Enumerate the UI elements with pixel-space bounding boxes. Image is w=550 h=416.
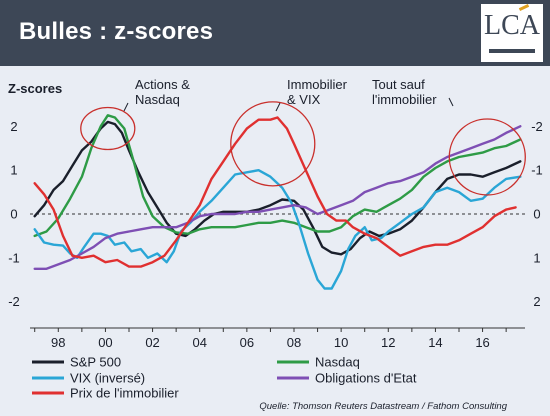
y-axis-label: Z-scores: [8, 81, 62, 96]
page-title: Bulles : z-scores: [19, 18, 214, 45]
y-tick-right: -1: [531, 163, 543, 178]
y-tick-left: 2: [10, 119, 17, 134]
x-tick-label: 04: [192, 335, 206, 350]
series-line-obligations-d-etat: [33, 125, 522, 270]
annotation-label: Tout sauf: [372, 77, 425, 92]
series-line-vix-invers-: [33, 169, 522, 290]
series-line-prix-de-l-immobilier: [33, 116, 517, 268]
x-tick-label: 12: [381, 335, 395, 350]
x-tick-label: 02: [145, 335, 159, 350]
y-tick-right: 2: [533, 294, 540, 309]
source-note: Quelle: Thomson Reuters Datastream / Fat…: [259, 401, 507, 412]
logo-underline: [489, 49, 535, 53]
annotation-label: l'immobilier: [372, 92, 437, 107]
logo-text: LCA: [484, 10, 540, 41]
series-line-nasdaq: [33, 114, 522, 238]
annotation-label: Nasdaq: [135, 92, 180, 107]
x-tick-label: 00: [98, 335, 112, 350]
annotation-label: Actions &: [135, 77, 190, 92]
annotation-label: Immobilier: [287, 77, 348, 92]
annotation-pointer: [123, 102, 129, 112]
lca-logo: LCA: [481, 4, 543, 62]
annotation-layer: Actions &Nasdaq Immobilier& VIX Tout saufl…: [80, 77, 526, 196]
y-tick-right: 0: [533, 207, 540, 222]
x-tick-label: 98: [51, 335, 65, 350]
annotation-pointer: [275, 102, 281, 112]
y-tick-right: -2: [531, 119, 543, 134]
y-tick-left: -2: [8, 294, 20, 309]
legend: S&P 500 Nasdaq VIX (inversé) Obligations d'…: [32, 355, 417, 401]
annotation-pointer: [448, 97, 454, 107]
series-layer: [33, 114, 522, 290]
annotation-circle: [80, 106, 136, 151]
annotation-circle: [448, 118, 526, 196]
header-bar: Bulles : z-scores LCA: [0, 0, 550, 66]
y-tick-left: 1: [10, 163, 17, 178]
legend-label: VIX (inversé): [70, 371, 145, 386]
legend-label: Prix de l'immobilier: [70, 386, 179, 401]
annotation-label: & VIX: [287, 92, 321, 107]
y-tick-right: 1: [533, 250, 540, 265]
legend-label: Nasdaq: [315, 355, 360, 370]
x-tick-label: 14: [428, 335, 442, 350]
x-tick-label: 06: [240, 335, 254, 350]
x-tick-label: 08: [287, 335, 301, 350]
annotation-circle: [230, 101, 316, 187]
legend-label: Obligations d'Etat: [315, 371, 417, 386]
legend-label: S&P 500: [70, 355, 121, 370]
y-tick-left: -1: [8, 250, 20, 265]
y-tick-left: 0: [10, 207, 17, 222]
x-tick-label: 16: [475, 335, 489, 350]
x-tick-label: 10: [334, 335, 348, 350]
